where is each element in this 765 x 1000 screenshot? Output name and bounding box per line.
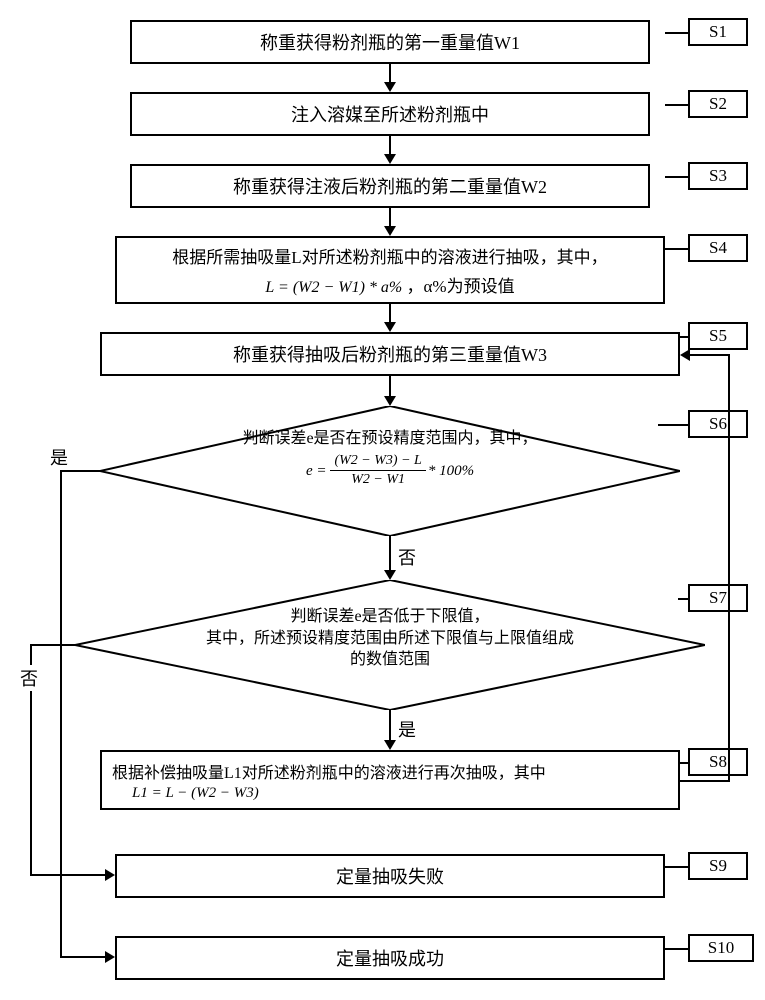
- s6-frac-tail: * 100%: [428, 461, 474, 481]
- step-s4-tail: ，α%为预设值: [407, 277, 515, 296]
- decision-s7: 判断误差e是否低于下限值， 其中，所述预设精度范围由所述下限值与上限值组成 的数…: [75, 580, 705, 710]
- connector: [389, 208, 391, 226]
- step-s3: 称重获得注液后粉剂瓶的第二重量值W2: [130, 164, 650, 208]
- connector: [665, 176, 688, 178]
- label-s5: S5: [688, 322, 748, 350]
- connector: [728, 354, 730, 782]
- edge-s6-yes: 是: [50, 444, 68, 470]
- connector: [60, 956, 105, 958]
- s6-line1: 判断误差e是否在预设精度范围内，其中，: [100, 428, 680, 450]
- connector: [389, 304, 391, 322]
- step-s2-text: 注入溶媒至所述粉剂瓶中: [291, 101, 489, 127]
- label-s2: S2: [688, 90, 748, 118]
- connector: [389, 376, 391, 396]
- edge-s6-no: 否: [398, 544, 416, 570]
- s7-line3: 的数值范围: [75, 649, 705, 671]
- connector: [690, 354, 730, 356]
- connector: [680, 762, 688, 764]
- step-s9: 定量抽吸失败: [115, 854, 665, 898]
- step-s2: 注入溶媒至所述粉剂瓶中: [130, 92, 650, 136]
- connector: [680, 336, 688, 338]
- connector: [665, 104, 688, 106]
- arrowhead: [105, 869, 115, 881]
- s6-frac-den: W2 − W1: [347, 471, 409, 490]
- label-s1: S1: [688, 18, 748, 46]
- label-s4: S4: [688, 234, 748, 262]
- arrowhead: [105, 951, 115, 963]
- connector: [389, 710, 391, 740]
- edge-s7-yes: 是: [398, 716, 416, 742]
- step-s10-text: 定量抽吸成功: [336, 945, 444, 971]
- connector: [389, 536, 391, 570]
- s7-line2: 其中，所述预设精度范围由所述下限值与上限值组成: [75, 628, 705, 650]
- step-s4-line1: 根据所需抽吸量L对所述粉剂瓶中的溶液进行抽吸，其中，: [172, 243, 607, 268]
- connector: [678, 598, 688, 600]
- arrowhead: [384, 570, 396, 580]
- label-s10: S10: [688, 934, 754, 962]
- arrowhead: [384, 82, 396, 92]
- connector: [60, 470, 100, 472]
- edge-s7-no: 否: [20, 665, 38, 691]
- step-s8: 根据补偿抽吸量L1对所述粉剂瓶中的溶液进行再次抽吸，其中 L1 = L − (W…: [100, 750, 680, 810]
- s7-line1: 判断误差e是否低于下限值，: [75, 606, 705, 628]
- connector: [389, 136, 391, 154]
- connector: [30, 644, 75, 646]
- connector: [665, 948, 688, 950]
- decision-s6: 判断误差e是否在预设精度范围内，其中， e = (W2 − W3) − L W2…: [100, 406, 680, 536]
- step-s10: 定量抽吸成功: [115, 936, 665, 980]
- arrowhead: [384, 226, 396, 236]
- step-s8-formula: L1 = L − (W2 − W3): [132, 785, 259, 802]
- arrowhead: [384, 154, 396, 164]
- label-s7: S7: [688, 584, 748, 612]
- step-s1-text: 称重获得粉剂瓶的第一重量值W1: [260, 29, 520, 55]
- step-s1: 称重获得粉剂瓶的第一重量值W1: [130, 20, 650, 64]
- connector: [658, 424, 688, 426]
- connector: [680, 780, 730, 782]
- connector: [30, 874, 105, 876]
- connector: [665, 866, 688, 868]
- step-s9-text: 定量抽吸失败: [336, 863, 444, 889]
- step-s5: 称重获得抽吸后粉剂瓶的第三重量值W3: [100, 332, 680, 376]
- step-s3-text: 称重获得注液后粉剂瓶的第二重量值W2: [233, 173, 547, 199]
- arrowhead: [384, 740, 396, 750]
- connector: [60, 470, 62, 958]
- label-s3: S3: [688, 162, 748, 190]
- label-s9: S9: [688, 852, 748, 880]
- arrowhead: [384, 396, 396, 406]
- arrowhead: [384, 322, 396, 332]
- label-s8: S8: [688, 748, 748, 776]
- step-s8-line1: 根据补偿抽吸量L1对所述粉剂瓶中的溶液进行再次抽吸，其中: [112, 759, 546, 783]
- arrowhead: [680, 349, 690, 361]
- connector: [389, 64, 391, 82]
- step-s4-formula-row: L = (W2 − W1) * a% ，α%为预设值: [265, 272, 514, 297]
- step-s4: 根据所需抽吸量L对所述粉剂瓶中的溶液进行抽吸，其中， L = (W2 − W1)…: [115, 236, 665, 304]
- step-s5-text: 称重获得抽吸后粉剂瓶的第三重量值W3: [233, 341, 547, 367]
- label-s6: S6: [688, 410, 748, 438]
- flowchart-canvas: 称重获得粉剂瓶的第一重量值W1 S1 注入溶媒至所述粉剂瓶中 S2 称重获得注液…: [0, 0, 765, 1000]
- connector: [665, 248, 688, 250]
- s6-frac-num: (W2 − W3) − L: [330, 452, 425, 472]
- connector: [665, 32, 688, 34]
- step-s4-formula: L = (W2 − W1) * a%: [265, 279, 402, 296]
